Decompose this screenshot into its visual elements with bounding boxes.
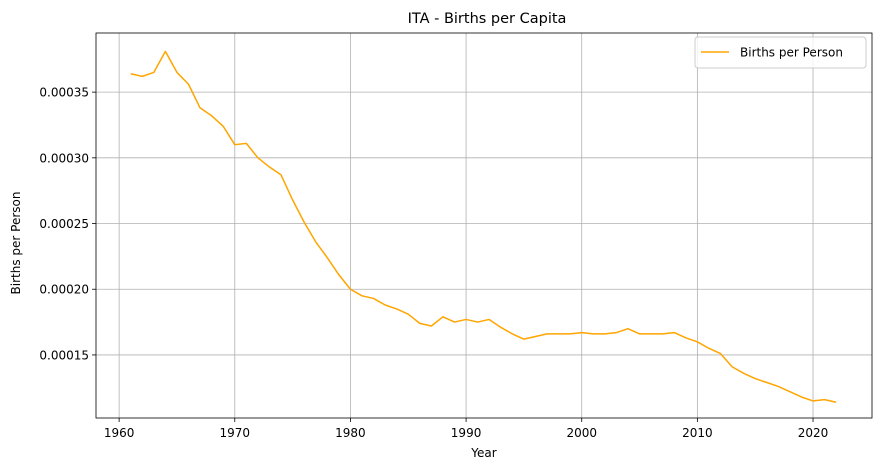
series-line (130, 50, 837, 403)
plot-frame (95, 32, 873, 419)
chart-title: ITA - Births per Capita (408, 11, 567, 27)
y-tick-label: 0.00025 (39, 217, 89, 231)
x-tick-label: 1960 (104, 426, 135, 440)
y-tick-label: 0.00030 (39, 151, 89, 165)
legend-box (694, 36, 867, 69)
x-tick-label: 1980 (335, 426, 366, 440)
x-tick-label: 2010 (682, 426, 713, 440)
y-tick-label: 0.00035 (39, 86, 89, 100)
y-axis: 0.00015 0.00020 0.00025 0.00030 0.00035 (39, 86, 96, 362)
legend-label: Births per Person (740, 46, 843, 60)
grid (96, 33, 872, 418)
y-tick-label: 0.00020 (39, 283, 89, 297)
x-tick-label: 2020 (798, 426, 829, 440)
series-layer (130, 50, 837, 403)
y-axis-label: Births per Person (9, 192, 23, 295)
x-tick-label: 2000 (566, 426, 597, 440)
legend: Births per Person (694, 36, 867, 69)
y-tick-label: 0.00015 (39, 348, 89, 362)
x-tick-label: 1990 (451, 426, 482, 440)
x-axis: 1960 1970 1980 1990 2000 2010 2020 (104, 418, 828, 440)
x-axis-label: Year (470, 446, 496, 460)
x-tick-label: 1970 (220, 426, 251, 440)
